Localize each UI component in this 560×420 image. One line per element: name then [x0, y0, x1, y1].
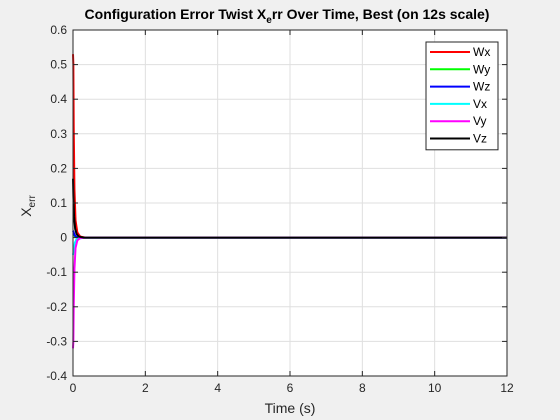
chart-title-rest: rr Over Time, Best (on 12s scale): [272, 6, 490, 22]
y-tick-label: 0.4: [50, 92, 67, 106]
legend-box: [425, 41, 499, 151]
y-tick-label: -0.1: [46, 265, 67, 279]
x-tick-label: 4: [214, 381, 221, 395]
x-axis-label: Time (s): [265, 400, 316, 416]
legend-label-vx: Vx: [473, 97, 487, 111]
chart-title: Configuration Error Twist Xerr Over Time…: [85, 6, 490, 26]
axes: [72, 29, 508, 377]
legend-label-wx: Wx: [473, 45, 490, 59]
y-tick-label: 0.5: [50, 58, 67, 72]
legend: Wx Wy Wz Vx Vy Vz: [425, 41, 499, 151]
y-tick-label: 0: [60, 231, 67, 245]
y-axis-label: Xerr: [18, 195, 38, 217]
x-tick-label: 0: [70, 381, 77, 395]
y-tick-label: -0.4: [46, 369, 67, 383]
y-tick-label: -0.3: [46, 334, 67, 348]
legend-label-vz: Vz: [473, 132, 487, 146]
x-tick-label: 2: [142, 381, 149, 395]
legend-label-wz: Wz: [473, 80, 490, 94]
legend-label-wy: Wy: [473, 62, 490, 76]
chart-title-main: Configuration Error Twist X: [85, 6, 267, 22]
y-tick-label: 0.3: [50, 127, 67, 141]
chart-title-subscript: e: [266, 15, 272, 26]
x-tick-label: 6: [287, 381, 294, 395]
legend-label-vy: Vy: [473, 114, 487, 128]
y-axis-label-subscript: err: [27, 195, 38, 208]
x-tick-label: 10: [428, 381, 442, 395]
tick-labels: 0 2 4 6 8 10 12 -0.4 -0.3 -0.2 -0.1 0 0.1 0.2 0.3 0.4 0.…: [46, 23, 514, 395]
y-axis-label-base: X: [18, 207, 34, 217]
y-tick-label: 0.6: [50, 23, 67, 37]
y-tick-label: -0.2: [46, 300, 67, 314]
x-tick-label: 8: [359, 381, 366, 395]
y-tick-label: 0.1: [50, 196, 67, 210]
y-tick-label: 0.2: [50, 161, 67, 175]
x-tick-label: 12: [500, 381, 514, 395]
